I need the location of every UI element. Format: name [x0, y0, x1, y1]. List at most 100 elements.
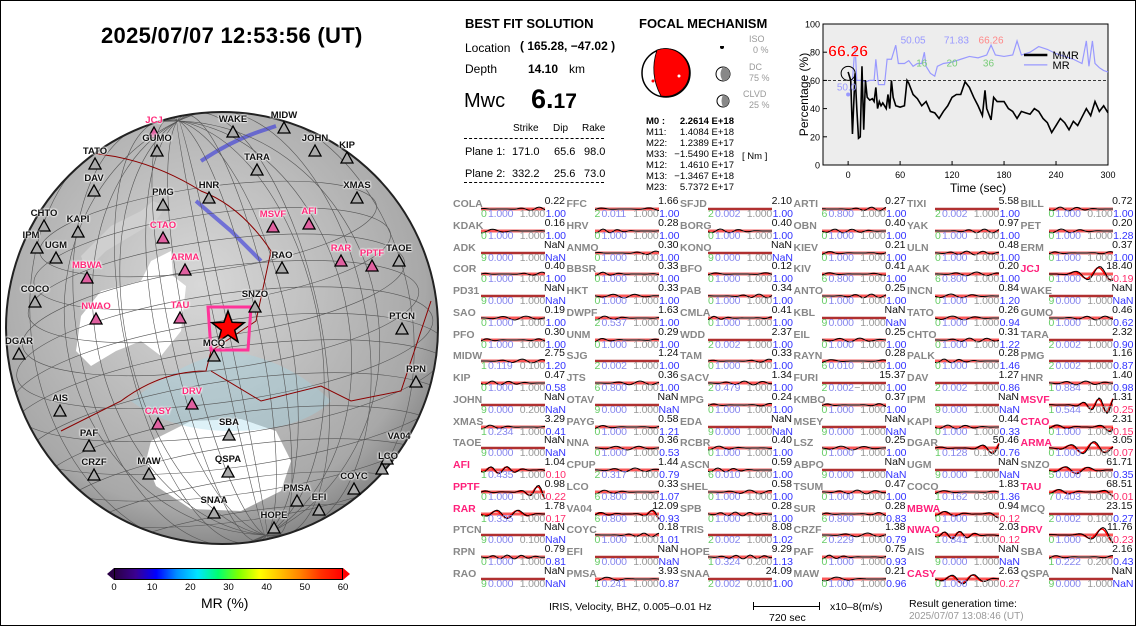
station-triangle-icon[interactable]: [394, 321, 410, 335]
station-triangle-icon[interactable]: [307, 143, 323, 157]
station-cell[interactable]: NNA 0.36 0 1.000 1.000 0.53: [567, 435, 680, 460]
station-cell[interactable]: PAB 0.34 0 1.000 1.000 1.00: [680, 283, 793, 308]
station-triangle-icon[interactable]: [379, 451, 395, 465]
station-triangle-icon[interactable]: [149, 143, 165, 157]
station-triangle-icon[interactable]: [249, 162, 265, 176]
station-triangle-icon[interactable]: [48, 250, 64, 264]
station-cell[interactable]: PAF 0.75 0 1.000 1.000 0.93: [794, 544, 907, 569]
station-cell[interactable]: WDD 2.37 2 0.002 1.000 1.00: [680, 326, 793, 352]
station-cell[interactable]: RAR 1.78 1 0.335 1.000 0.17: [453, 500, 566, 526]
station-triangle-icon[interactable]: [221, 427, 237, 441]
station-cell[interactable]: BFO 0.12 0 1.000 1.000 1.00: [680, 261, 793, 286]
station-cell[interactable]: DAV 1.27 2 0.002 1.000 0.86: [907, 370, 1020, 395]
station-triangle-icon[interactable]: [81, 438, 97, 452]
station-triangle-icon[interactable]: [339, 150, 355, 164]
station-cell[interactable]: MIDW 2.75 1 0.119 0.100 1.20: [453, 348, 566, 373]
station-cell[interactable]: ULN 0.48 0 1.000 1.000 1.00: [907, 239, 1020, 265]
station-cell[interactable]: DRV 11.76 0 1.000 1.000 0.23: [1021, 522, 1134, 547]
station-triangle-icon[interactable]: [86, 183, 102, 197]
station-cell[interactable]: OBN 0.40 0 1.000 1.000 1.00: [794, 218, 907, 243]
station-cell[interactable]: INCN 0.84 0 1.000 1.000 1.20: [907, 283, 1020, 308]
station-triangle-icon[interactable]: [391, 253, 407, 267]
station-cell[interactable]: PTCN NaN 9 0.000 0.100 NaN: [453, 522, 566, 547]
station-cell[interactable]: HNR 1.40 1 0.884 1.000 0.98: [1021, 370, 1134, 395]
station-cell[interactable]: UGM NaN 9 0.000 1.000 NaN: [907, 457, 1020, 482]
station-cell[interactable]: TAU 68.51 7 0.403 1.000 0.01: [1021, 479, 1134, 504]
station-cell[interactable]: XMAS 3.29 1 0.234 1.000 0.41: [453, 413, 566, 439]
station-triangle-icon[interactable]: [301, 216, 317, 230]
station-cell[interactable]: DGAR 50.46 1 0.128 0.100 0.76: [907, 435, 1020, 460]
station-cell[interactable]: SPB 0.28 0 1.000 1.000 1.00: [680, 500, 793, 526]
station-cell[interactable]: BBSR 0.33 0 1.000 1.000 1.00: [567, 261, 680, 286]
station-triangle-icon[interactable]: [220, 464, 236, 478]
station-triangle-icon[interactable]: [86, 467, 102, 481]
station-cell[interactable]: TATO 0.26 0 1.000 1.000 0.94: [907, 305, 1020, 330]
station-cell[interactable]: EFI NaN 9 0.000 1.000 NaN: [567, 544, 680, 569]
station-cell[interactable]: KMBO 0.37 0 1.000 1.000 1.00: [794, 392, 907, 417]
station-cell[interactable]: CRZF 1.38 2 0.229 1.000 0.79: [794, 522, 907, 547]
station-cell[interactable]: PMG 1.16 2 0.002 1.000 0.87: [1021, 348, 1134, 373]
station-cell[interactable]: WAKE NaN 9 0.000 1.000 NaN: [1021, 283, 1134, 308]
station-triangle-icon[interactable]: [276, 120, 292, 134]
station-triangle-icon[interactable]: [184, 396, 200, 410]
station-cell[interactable]: FURI 15.37 2 0.002 −1.000 1.00: [794, 370, 907, 395]
station-triangle-icon[interactable]: [333, 253, 349, 267]
station-cell[interactable]: SAO 0.19 0 1.000 1.000 1.00: [453, 305, 566, 330]
station-cell[interactable]: KAPI 0.44 0 1.000 1.000 0.33: [907, 413, 1020, 439]
station-triangle-icon[interactable]: [11, 346, 27, 360]
station-cell[interactable]: CPUP 1.44 2 0.317 1.000 0.79: [567, 457, 680, 482]
station-cell[interactable]: QSPA NaN 9 0.000 1.000 NaN: [1021, 566, 1134, 591]
station-cell[interactable]: ARMA 3.05 0 1.000 1.000 0.07: [1021, 435, 1134, 460]
station-triangle-icon[interactable]: [87, 156, 103, 170]
station-cell[interactable]: ABPO NaN 9 0.000 1.000 NaN: [794, 457, 907, 482]
station-cell[interactable]: MSEY NaN 9 0.000 1.000 NaN: [794, 413, 907, 439]
station-cell[interactable]: RCBR 0.40 0 1.000 1.000 1.00: [680, 435, 793, 460]
station-cell[interactable]: SACV 1.34 2 0.479 1.000 1.00: [680, 370, 793, 395]
station-cell[interactable]: ADK NaN 9 0.000 1.000 NaN: [453, 239, 566, 265]
station-cell[interactable]: PFO 0.30 0 1.000 1.000 1.00: [453, 326, 566, 352]
station-triangle-icon[interactable]: [206, 348, 222, 362]
station-cell[interactable]: ANTO 0.25 0 1.000 1.000 1.00: [794, 283, 907, 308]
station-cell[interactable]: EIL 0.25 0 1.000 1.000 1.00: [794, 326, 907, 352]
station-triangle-icon[interactable]: [266, 520, 282, 534]
station-cell[interactable]: HOPE 9.29 1 0.324 0.200 1.13: [680, 544, 793, 569]
station-triangle-icon[interactable]: [408, 374, 424, 388]
station-cell[interactable]: PAYG 0.58 0 1.000 1.000 1.21: [567, 413, 680, 439]
station-cell[interactable]: TARA 2.32 2 0.002 1.000 0.90: [1021, 326, 1134, 352]
station-cell[interactable]: COYC 0.18 0 1.000 1.000 1.01: [567, 522, 680, 547]
station-cell[interactable]: SHEL 0.58 0 1.000 1.000 1.00: [680, 479, 793, 504]
station-cell[interactable]: ASCN 0.59 6 0.010 1.000 1.00: [680, 457, 793, 482]
station-cell[interactable]: TIXI 5.58 2 0.002 1.000 1.00: [907, 196, 1020, 221]
station-cell[interactable]: GUMO 0.46 0 1.000 1.000 0.62: [1021, 305, 1134, 330]
station-triangle-icon[interactable]: [155, 230, 171, 244]
station-triangle-icon[interactable]: [146, 125, 162, 139]
station-cell[interactable]: KDAK 0.16 0 1.000 1.000 1.00: [453, 218, 566, 243]
station-triangle-icon[interactable]: [201, 190, 217, 204]
station-cell[interactable]: IPM NaN 9 0.000 1.000 NaN: [907, 392, 1020, 417]
station-cell[interactable]: EDA NaN 9 0.000 1.000 NaN: [680, 413, 793, 439]
station-triangle-icon[interactable]: [141, 466, 157, 480]
station-cell[interactable]: AIS NaN 9 0.000 1.000 NaN: [907, 544, 1020, 569]
station-triangle-icon[interactable]: [274, 260, 290, 274]
station-triangle-icon[interactable]: [29, 240, 45, 254]
station-cell[interactable]: JCJ 18.40 0 1.000 1.000 0.19: [1021, 261, 1134, 286]
station-cell[interactable]: PD31 NaN 9 0.000 1.000 NaN: [453, 283, 566, 308]
station-cell[interactable]: TAM 0.33 0 1.000 1.000 1.00: [680, 348, 793, 373]
station-cell[interactable]: SBA 2.16 1 0.222 0.200 0.43: [1021, 544, 1134, 569]
station-cell[interactable]: LCO 0.33 6 0.800 1.000 1.07: [567, 479, 680, 504]
station-cell[interactable]: JOHN NaN 9 0.000 0.200 NaN: [453, 392, 566, 417]
station-cell[interactable]: RAYN 0.28 6 0.010 1.000 1.00: [794, 348, 907, 373]
station-cell[interactable]: PET 0.20 0 1.000 1.000 1.28: [1021, 218, 1134, 243]
station-cell[interactable]: MPG 0.24 0 1.000 1.000 1.00: [680, 392, 793, 417]
station-cell[interactable]: SUR 0.28 6 0.800 1.000 0.83: [794, 500, 907, 526]
station-triangle-icon[interactable]: [346, 481, 362, 495]
station-cell[interactable]: PMSA 3.93 1 0.241 1.000 0.87: [567, 566, 680, 591]
station-cell[interactable]: CASY 2.63 0 1.000 1.000 0.27: [907, 566, 1020, 591]
station-cell[interactable]: KIEV 0.21 0 1.000 1.000 1.00: [794, 239, 907, 265]
station-cell[interactable]: BILL 0.72 0 1.000 0.100 1.00: [1021, 196, 1134, 221]
station-triangle-icon[interactable]: [36, 218, 52, 232]
station-cell[interactable]: TSUM 0.47 0 1.000 1.000 1.00: [794, 479, 907, 504]
station-cell[interactable]: ARTI 0.27 6 0.800 1.000 1.00: [794, 196, 907, 221]
station-triangle-icon[interactable]: [88, 311, 104, 325]
station-cell[interactable]: ERM 0.37 0 1.000 1.000 1.00: [1021, 239, 1134, 265]
